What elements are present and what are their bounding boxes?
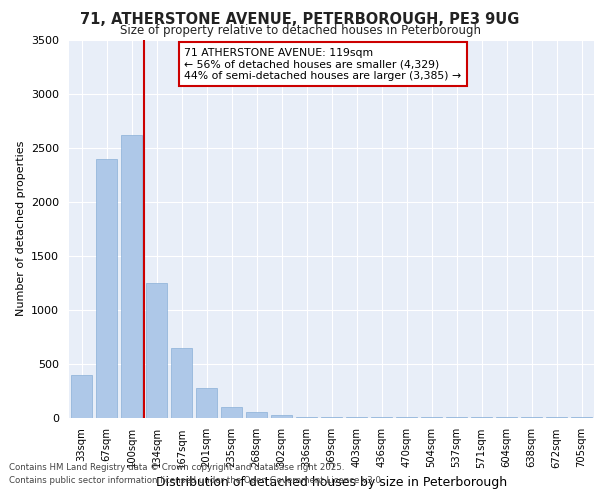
Y-axis label: Number of detached properties: Number of detached properties	[16, 141, 26, 316]
Text: 71 ATHERSTONE AVENUE: 119sqm
← 56% of detached houses are smaller (4,329)
44% of: 71 ATHERSTONE AVENUE: 119sqm ← 56% of de…	[185, 48, 461, 80]
Text: Size of property relative to detached houses in Peterborough: Size of property relative to detached ho…	[119, 24, 481, 37]
X-axis label: Distribution of detached houses by size in Peterborough: Distribution of detached houses by size …	[156, 476, 507, 489]
Bar	[296, 416, 317, 418]
Bar	[221, 406, 242, 418]
Text: 71, ATHERSTONE AVENUE, PETERBOROUGH, PE3 9UG: 71, ATHERSTONE AVENUE, PETERBOROUGH, PE3…	[80, 12, 520, 28]
Bar	[121, 135, 142, 418]
Bar	[71, 376, 92, 418]
Bar	[246, 412, 267, 418]
Bar	[171, 348, 192, 418]
Text: Contains HM Land Registry data © Crown copyright and database right 2025.: Contains HM Land Registry data © Crown c…	[9, 462, 344, 471]
Bar	[146, 282, 167, 418]
Bar	[96, 158, 117, 418]
Bar	[196, 388, 217, 418]
Text: Contains public sector information licensed under the Open Government Licence v3: Contains public sector information licen…	[9, 476, 383, 485]
Bar	[271, 416, 292, 418]
